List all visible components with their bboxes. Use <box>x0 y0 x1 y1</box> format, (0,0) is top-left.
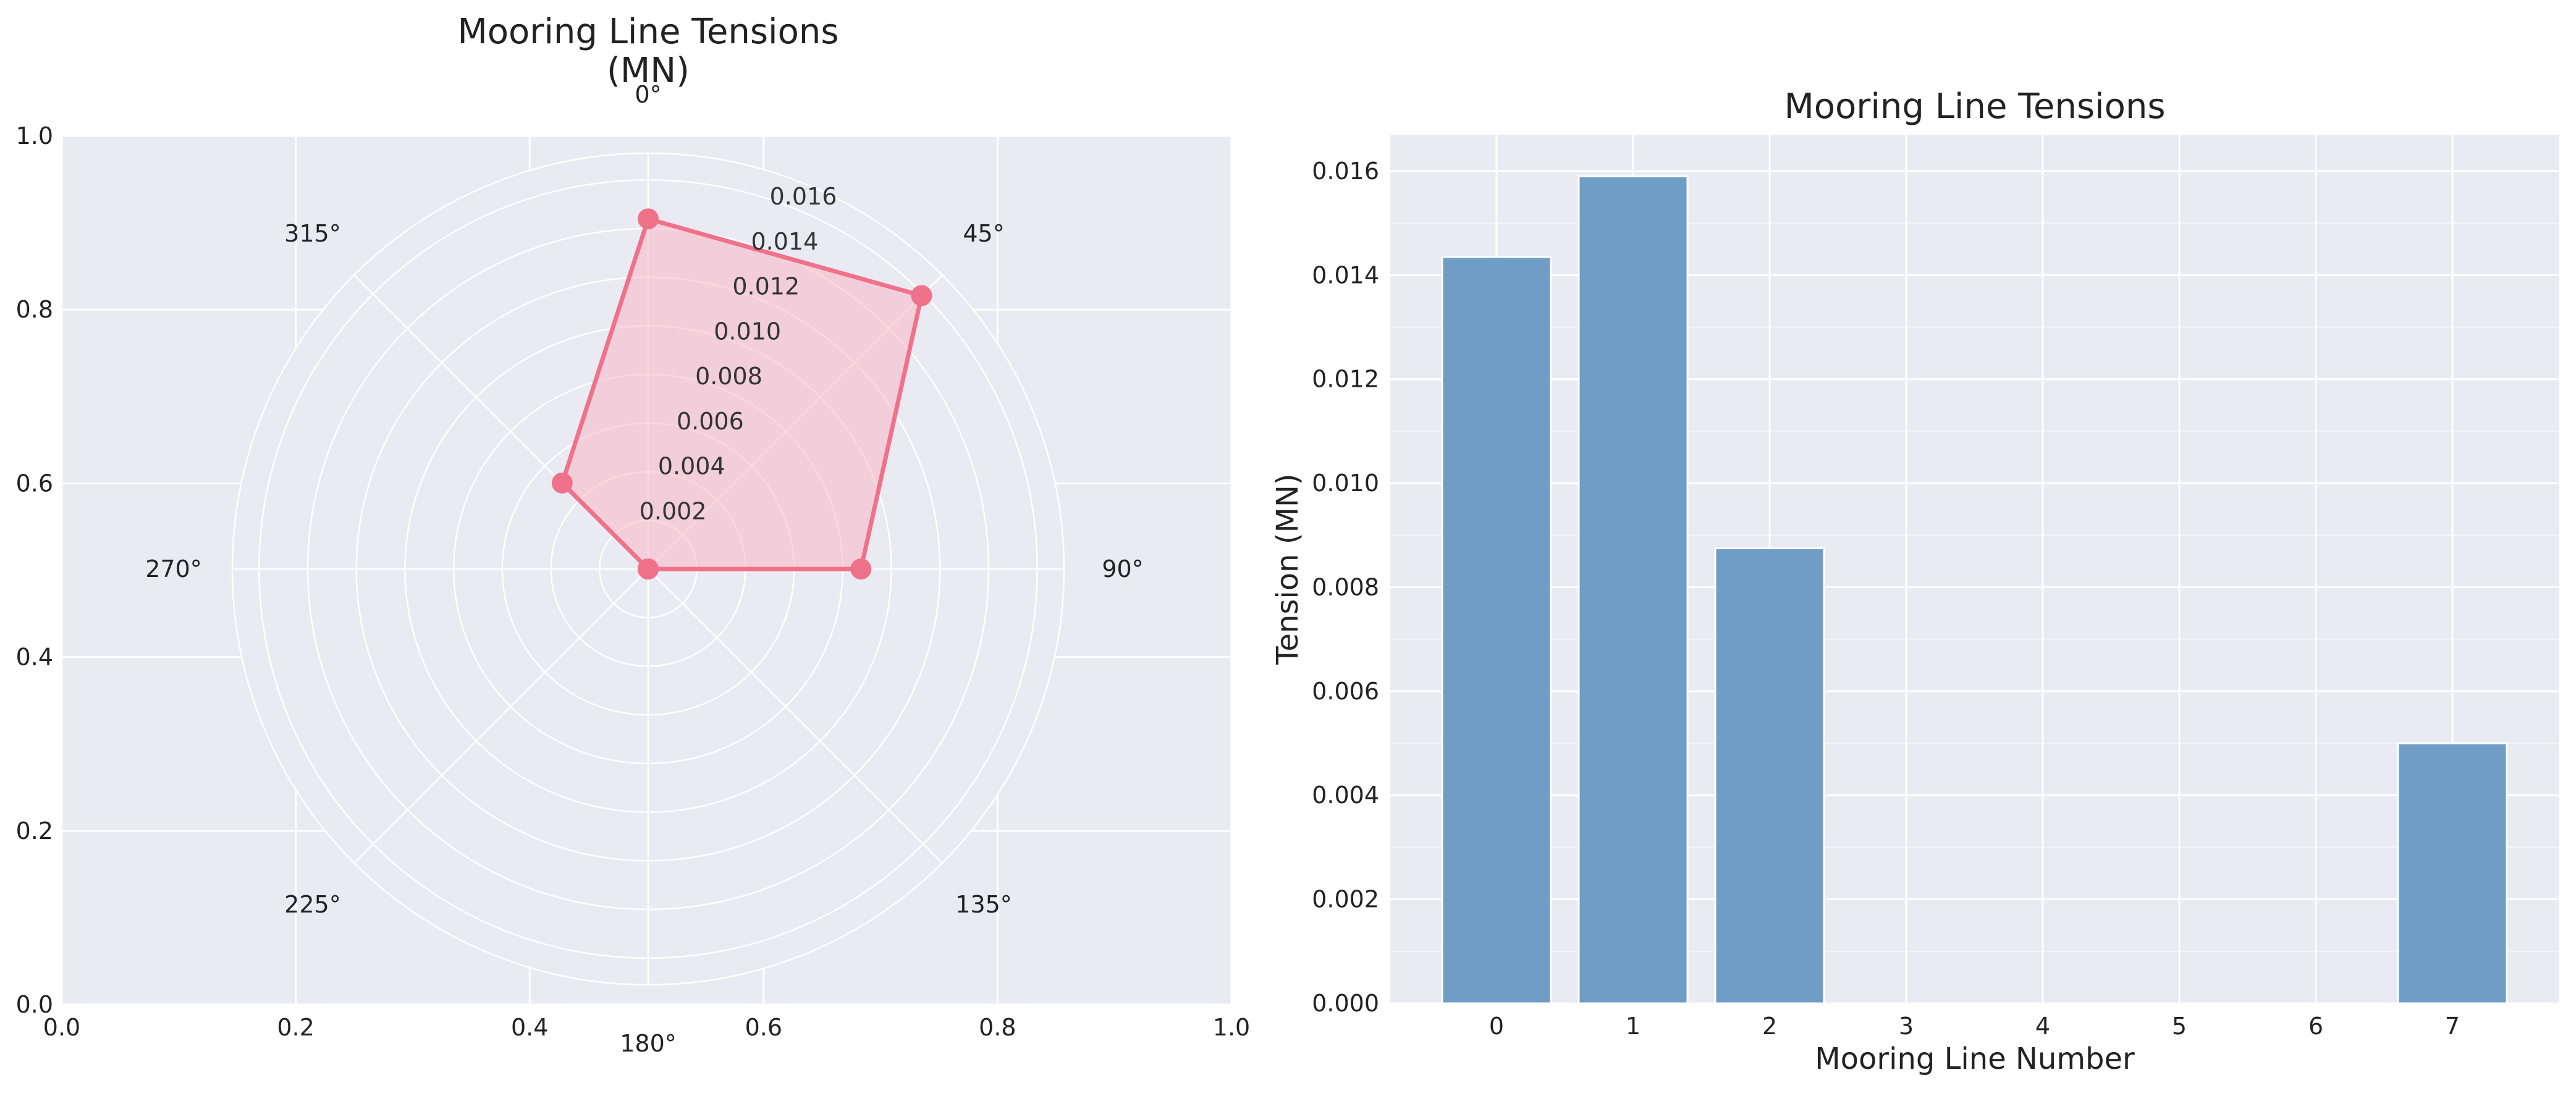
polar-title-line1: Mooring Line Tensions <box>457 12 838 52</box>
polar-angle-label: 45° <box>963 220 1004 247</box>
polar-frame-y-tick: 1.0 <box>16 122 53 150</box>
polar-frame-y-tick: 0.8 <box>16 296 53 323</box>
bar-x-tick-label: 6 <box>2308 1013 2323 1040</box>
polar-point <box>850 559 872 580</box>
polar-point <box>911 285 932 306</box>
bar-title: Mooring Line Tensions <box>1784 86 2165 127</box>
bar-y-tick-label: 0.000 <box>1312 990 1379 1017</box>
bar-7 <box>2397 742 2508 1005</box>
polar-radial-tick-label: 0.014 <box>751 228 818 255</box>
bar-x-axis-label: Mooring Line Number <box>1815 1042 2135 1076</box>
polar-radial-tick-label: 0.004 <box>658 453 725 480</box>
bar-y-tick-label: 0.016 <box>1312 158 1379 185</box>
bar-y-tick-label: 0.006 <box>1312 678 1379 705</box>
bar-y-tick-label: 0.002 <box>1312 886 1379 913</box>
bar-bars <box>1441 175 2508 1005</box>
polar-point <box>638 208 659 230</box>
polar-angle-label: 225° <box>284 891 341 918</box>
bar-y-tick-label: 0.012 <box>1312 366 1379 393</box>
bar-y-tick-label: 0.010 <box>1312 470 1379 497</box>
polar-frame-x-tick: 0.8 <box>979 1014 1016 1041</box>
polar-title-line2: (MN) <box>607 51 690 91</box>
polar-radial-tick-label: 0.016 <box>770 183 837 210</box>
polar-frame-y-tick: 0.0 <box>16 991 53 1018</box>
polar-frame-y-tick: 0.6 <box>16 470 53 497</box>
polar-frame-x-tick: 0.6 <box>745 1014 782 1041</box>
bar-2 <box>1714 547 1825 1005</box>
bar-x-tick-label: 4 <box>2035 1013 2050 1040</box>
polar-angle-labels: 0° 45° 90° 135° 180° 225° 270° 315° <box>145 81 1143 1057</box>
polar-area <box>562 219 922 569</box>
polar-angle-label: 135° <box>955 891 1012 918</box>
polar-frame-x-tick: 0.4 <box>511 1014 548 1041</box>
bar-plot-area <box>1390 135 2559 1003</box>
polar-line <box>560 216 924 571</box>
polar-radial-tick-label: 0.012 <box>732 273 800 300</box>
polar-point <box>638 559 659 580</box>
bar-chart: 0.000 0.002 0.004 0.006 0.008 0.010 0.012 0.014… <box>1270 86 2559 1076</box>
polar-frame-x-tick: 0.0 <box>43 1014 80 1041</box>
polar-frame-x-tick: 1.0 <box>1213 1014 1250 1041</box>
polar-radial-ticks: 0.002 0.004 0.006 0.008 0.010 0.012 0.014 0.016 <box>640 183 837 525</box>
bar-x-tick-label: 7 <box>2445 1013 2460 1040</box>
polar-frame-x-tick: 0.2 <box>277 1014 314 1041</box>
bar-x-ticks: 0 1 2 3 4 5 6 7 <box>1489 1013 2460 1040</box>
polar-frame-ticks: 0.00.0 0.2 0.2 0.4 0.4 0.6 0.6 0.8 0.8 1.0 1.0 <box>16 122 1251 1041</box>
bar-y-tick-label: 0.014 <box>1312 261 1379 289</box>
bar-x-tick-label: 1 <box>1626 1013 1641 1040</box>
bar-0 <box>1441 256 1552 1005</box>
polar-angle-label: 270° <box>145 555 202 583</box>
polar-radial-tick-label: 0.002 <box>640 497 707 525</box>
polar-spoke <box>648 568 943 864</box>
polar-angle-label: 0° <box>635 81 661 108</box>
polar-radial-tick-label: 0.006 <box>677 408 744 435</box>
polar-frame-y-tick: 0.4 <box>16 644 53 671</box>
bar-x-tick-label: 0 <box>1489 1013 1504 1040</box>
polar-chart: 0.00.0 0.2 0.2 0.4 0.4 0.6 0.6 0.8 0.8 1.0 1.0 0.0… <box>16 12 1251 1057</box>
bar-x-tick-label: 5 <box>2172 1013 2187 1040</box>
polar-spoke <box>353 568 649 864</box>
polar-point <box>551 472 573 494</box>
bar-y-tick-label: 0.008 <box>1312 573 1379 601</box>
bar-y-ticks: 0.000 0.002 0.004 0.006 0.008 0.010 0.012 0.014… <box>1312 158 1379 1017</box>
bar-x-tick-label: 2 <box>1762 1013 1777 1040</box>
polar-points <box>551 208 932 580</box>
polar-angle-label: 180° <box>620 1030 677 1057</box>
bar-1 <box>1577 175 1689 1005</box>
polar-angle-label: 315° <box>284 220 341 247</box>
bar-x-tick-label: 3 <box>1899 1013 1914 1040</box>
polar-frame-y-tick: 0.2 <box>16 817 53 845</box>
bar-y-tick-label: 0.004 <box>1312 782 1379 809</box>
bar-y-axis-label: Tension (MN) <box>1270 473 1305 665</box>
polar-radial-tick-label: 0.008 <box>695 363 762 390</box>
polar-angle-label: 90° <box>1102 555 1143 583</box>
polar-radial-tick-label: 0.010 <box>714 318 781 345</box>
